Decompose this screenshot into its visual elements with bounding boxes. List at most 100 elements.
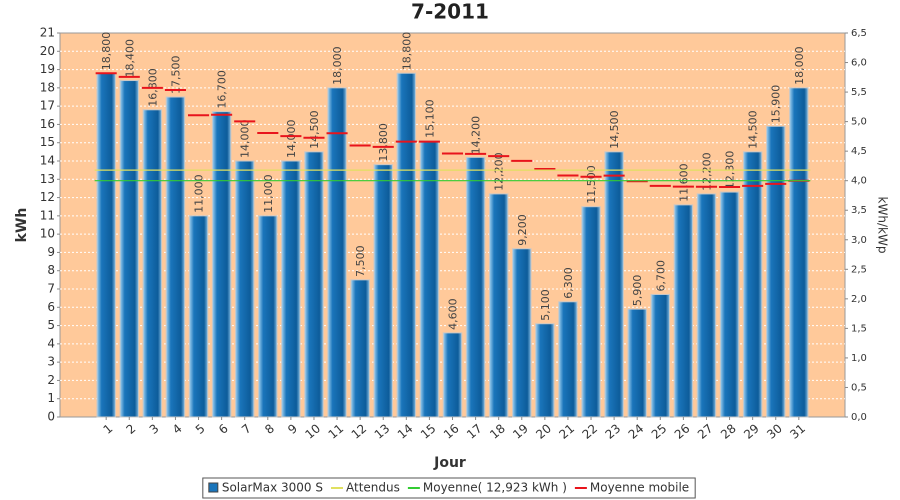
y-tick-label: 19: [40, 62, 55, 76]
bar: [627, 308, 647, 418]
bar: [373, 164, 393, 418]
y2-tick-label: 2,0: [851, 294, 867, 305]
data-label: 14,000: [239, 120, 252, 159]
bar: [742, 151, 763, 418]
bar: [488, 193, 509, 418]
data-label: 15,100: [423, 99, 436, 138]
bar: [258, 215, 278, 418]
bar: [673, 204, 694, 418]
data-label: 5,900: [631, 275, 644, 307]
data-label: 16,700: [216, 70, 229, 109]
y-tick-label: 14: [40, 154, 55, 168]
x-tick-label: 23: [603, 421, 624, 442]
x-tick-label: 14: [395, 421, 416, 442]
bar: [188, 215, 209, 418]
x-tick-label: 2: [124, 421, 139, 437]
y-tick-label: 11: [40, 208, 55, 222]
y-tick-label: 12: [40, 190, 55, 204]
bar: [304, 151, 324, 418]
x-tick-label: 3: [147, 421, 162, 437]
x-tick-label: 20: [533, 421, 554, 442]
y2-tick-label: 4,0: [851, 176, 867, 187]
data-label: 18,800: [400, 32, 413, 71]
data-label: 13,800: [377, 123, 390, 162]
bar: [96, 72, 116, 418]
data-label: 18,400: [123, 39, 136, 78]
data-label: 6,700: [654, 260, 667, 292]
y-tick-label: 17: [40, 99, 55, 113]
x-tick-label: 13: [372, 421, 393, 442]
bar: [211, 111, 232, 418]
bar: [119, 80, 139, 418]
y-tick-label: 16: [40, 117, 55, 131]
bar: [696, 193, 717, 418]
y-tick-label: 21: [40, 26, 55, 40]
data-label: 5,100: [539, 289, 552, 321]
bar: [142, 109, 163, 418]
bar: [442, 332, 463, 418]
data-label: 11,600: [677, 163, 690, 202]
y-tick-label: 13: [40, 172, 55, 186]
y-tick-label: 15: [40, 135, 55, 149]
y2-tick-label: 6,5: [851, 28, 867, 39]
x-tick-label: 22: [580, 421, 601, 442]
data-label: 4,600: [447, 298, 460, 330]
data-label: 14,500: [608, 110, 621, 149]
data-label: 14,500: [747, 110, 760, 149]
y2-tick-label: 4,5: [851, 146, 867, 157]
data-label: 11,000: [193, 174, 206, 213]
data-label: 7,500: [354, 245, 367, 277]
bar: [327, 87, 347, 418]
y-axis-title: kWh: [14, 208, 30, 243]
y-tick-label: 18: [40, 80, 55, 94]
data-label: 17,500: [169, 56, 182, 95]
data-label: 14,500: [308, 110, 321, 149]
bar: [465, 156, 486, 418]
y2-tick-label: 3,5: [851, 205, 867, 216]
legend-label: SolarMax 3000 S: [222, 481, 323, 495]
x-tick-label: 6: [216, 421, 231, 437]
y2-tick-label: 5,0: [851, 117, 867, 128]
data-label: 12,200: [493, 152, 506, 191]
y-tick-label: 20: [40, 44, 55, 58]
data-label: 14,200: [470, 116, 483, 155]
data-label: 18,000: [331, 46, 344, 85]
bar: [281, 160, 301, 418]
bar: [719, 191, 740, 418]
bar: [396, 72, 417, 418]
legend-item: Moyenne mobile: [574, 481, 689, 495]
data-label: 18,000: [793, 46, 806, 85]
y-tick-label: 0: [47, 410, 55, 424]
y-tick-label: 10: [40, 227, 55, 241]
y-tick-label: 4: [47, 336, 55, 350]
x-tick-label: 28: [718, 421, 739, 442]
x-tick-label: 10: [302, 421, 323, 442]
x-tick-label: 8: [262, 421, 277, 437]
x-tick-label: 16: [441, 421, 462, 442]
legend-label: Attendus: [346, 481, 400, 495]
y-tick-label: 1: [47, 391, 55, 405]
data-label: 18,800: [100, 32, 113, 71]
bar: [350, 279, 370, 418]
x-tick-label: 21: [556, 421, 577, 442]
x-tick-label: 15: [418, 421, 439, 442]
x-axis-title: Jour: [433, 455, 466, 471]
bar: [558, 301, 578, 418]
data-label: 6,300: [562, 267, 575, 299]
y2-tick-label: 1,5: [851, 323, 867, 334]
bar: [165, 96, 186, 418]
bar: [789, 87, 809, 418]
x-tick-label: 9: [285, 421, 300, 437]
data-label: 11,500: [585, 165, 598, 204]
y2-axis-title: kWh/kWp: [876, 197, 890, 254]
x-tick-label: 18: [487, 421, 508, 442]
x-tick-label: 26: [672, 421, 693, 442]
y-tick-label: 2: [47, 373, 55, 387]
x-tick-label: 29: [741, 421, 762, 442]
data-label: 14,000: [285, 120, 298, 159]
x-tick-label: 30: [764, 421, 785, 442]
x-tick-label: 5: [193, 421, 208, 437]
y-tick-label: 9: [47, 245, 55, 259]
data-label: 9,200: [516, 214, 529, 246]
